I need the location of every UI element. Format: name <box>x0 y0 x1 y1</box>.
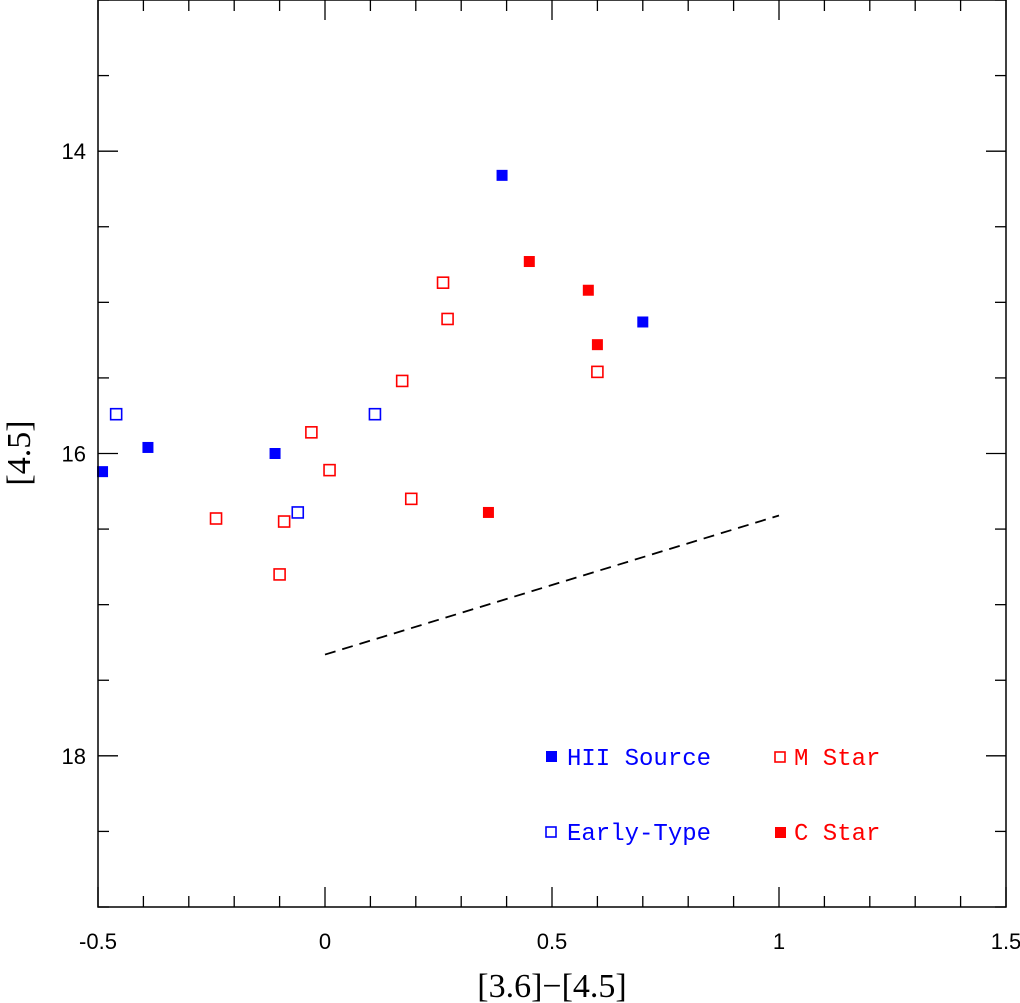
point-m-star <box>441 312 454 326</box>
point-c-star <box>582 284 594 296</box>
point-hii-source <box>269 448 281 459</box>
point-early-type <box>109 407 123 421</box>
point-early-type <box>368 407 382 421</box>
point-m-star <box>305 426 318 439</box>
point-m-star <box>323 463 336 477</box>
x-tick-label: 0.5 <box>537 929 568 954</box>
legend-marker-hii-source <box>546 751 557 762</box>
point-m-star <box>404 492 418 506</box>
x-tick-label: 0 <box>319 929 331 954</box>
x-tick-label: -0.5 <box>79 929 117 954</box>
legend: HII Source M Star Early-Type C Star <box>545 746 880 848</box>
legend-label-m-star: M Star <box>794 746 880 773</box>
point-m-star <box>273 568 286 581</box>
y-tick-label: 14 <box>62 139 86 164</box>
legend-marker-early-type <box>545 826 557 838</box>
dashed-reference-line <box>324 514 780 656</box>
point-m-star <box>436 276 450 289</box>
point-hii-source <box>496 169 508 181</box>
y-tick-label: 16 <box>62 442 86 467</box>
legend-label-hii-source: HII Source <box>567 746 711 773</box>
point-early-type <box>291 506 305 519</box>
point-m-star <box>209 512 223 525</box>
legend-entry-c-star: C Star <box>775 821 880 848</box>
point-c-star <box>591 339 603 351</box>
legend-entry-hii-source: HII Source <box>546 746 711 773</box>
legend-label-c-star: C Star <box>794 821 880 848</box>
point-m-star <box>395 374 409 388</box>
legend-label-early-type: Early-Type <box>567 821 711 848</box>
y-axis-title: [4.5] <box>1 420 38 485</box>
point-hii-source <box>142 441 154 453</box>
x-tick-label: 1.5 <box>991 929 1020 954</box>
plot-frame <box>97 0 1007 908</box>
axis-ticks <box>97 0 1007 908</box>
x-tick-label: 1 <box>773 929 785 954</box>
x-axis-title: [3.6]−[4.5] <box>477 968 626 1003</box>
legend-entry-m-star: M Star <box>774 746 880 773</box>
legend-marker-m-star <box>774 751 786 763</box>
point-hii-source <box>637 316 649 328</box>
point-m-star <box>591 365 604 379</box>
point-hii-source <box>97 466 109 478</box>
tick-labels: -0.5 0 0.5 1 1.5 14 16 18 <box>62 139 1020 954</box>
legend-marker-c-star <box>775 827 786 838</box>
point-m-star <box>277 515 291 528</box>
point-c-star <box>523 256 535 268</box>
reference-line-layer <box>324 514 780 656</box>
data-points <box>97 169 649 581</box>
legend-entry-early-type: Early-Type <box>545 821 711 848</box>
point-c-star <box>482 506 494 518</box>
y-tick-label: 18 <box>62 744 86 769</box>
